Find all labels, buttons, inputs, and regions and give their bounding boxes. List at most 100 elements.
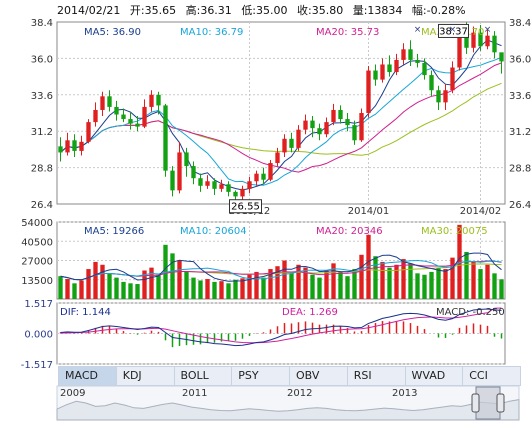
candle-body — [408, 49, 413, 60]
price-ma20-legend: MA20: 35.73 — [316, 27, 379, 38]
tab-cci[interactable]: CCI — [469, 369, 488, 382]
price-ma10-line — [60, 56, 502, 186]
candle-body — [331, 109, 336, 123]
price-y-tick-right: 26.4 — [509, 200, 531, 211]
price-y-tick-left: 31.2 — [31, 127, 53, 138]
volume-bar — [107, 273, 112, 299]
overview-year-label: 2012 — [287, 388, 312, 399]
candle-body — [100, 96, 105, 110]
candle-body — [114, 106, 119, 115]
candle-body — [128, 119, 133, 124]
quote-header: 2014/02/21 开:35.65 高:36.31 低:35.00 收:35.… — [57, 2, 472, 18]
overview-selection — [475, 386, 501, 420]
candle-body — [366, 70, 371, 113]
volume-bar — [79, 280, 84, 299]
volume-bar — [72, 283, 77, 299]
candle-body — [478, 32, 483, 47]
high-price-label: 38.37 — [439, 26, 468, 37]
overview-year-label: 2011 — [182, 388, 207, 399]
overview-year-label: 2009 — [60, 388, 85, 399]
candle-body — [289, 138, 294, 148]
volume-bar — [408, 263, 413, 299]
event-marker-icon: × — [449, 25, 457, 35]
tab-boll[interactable]: BOLL — [175, 367, 233, 385]
candle-body — [135, 123, 140, 127]
volume-bar — [331, 263, 336, 299]
macd-y-tick: 0.000 — [24, 330, 53, 341]
candle-body — [191, 166, 196, 179]
candle-body — [443, 90, 448, 103]
price-y-tick-right: 36.0 — [509, 54, 531, 65]
volume-bar — [492, 273, 497, 299]
price-ma5-line — [60, 39, 502, 191]
tab-psy[interactable]: PSY — [232, 367, 290, 385]
overview-area — [56, 399, 520, 421]
tab-macd[interactable]: MACD — [59, 367, 117, 385]
volume-bar — [289, 273, 294, 299]
tab-obv[interactable]: OBV — [290, 367, 348, 385]
quote-open: 开:35.65 — [129, 4, 177, 17]
volume-bar — [240, 278, 245, 299]
macd-dea-legend: DEA: 1.269 — [282, 307, 338, 318]
tab-kdj[interactable]: KDJ — [117, 367, 175, 385]
candle-body — [219, 184, 224, 189]
price-panel-frame — [56, 21, 506, 205]
macd-dif-line — [60, 308, 502, 347]
volume-bar — [394, 264, 399, 299]
volume-ma20-legend: MA20: 20346 — [316, 226, 383, 237]
candle-body — [233, 191, 238, 197]
candle-body — [359, 113, 364, 141]
candle-body — [429, 75, 434, 91]
quote-high: 高:36.31 — [185, 4, 232, 17]
price-y-tick-left: 26.4 — [31, 200, 53, 211]
volume-bar — [114, 277, 119, 299]
price-y-tick-left: 28.8 — [31, 164, 53, 175]
macd-dif-legend: DIF: 1.144 — [60, 307, 111, 318]
volume-bar — [429, 271, 434, 299]
price-y-tick-right: 28.8 — [509, 164, 531, 175]
volume-bar — [366, 234, 371, 299]
candle-body — [254, 173, 259, 182]
quote-change: 幅:-0.28% — [411, 4, 466, 17]
candle-body — [121, 114, 126, 120]
volume-bar — [443, 269, 448, 299]
price-y-tick-right: 31.2 — [509, 127, 531, 138]
volume-bar — [499, 279, 504, 299]
price-y-tick-right: 38.4 — [509, 18, 531, 29]
volume-bar — [478, 269, 483, 299]
volume-bar — [156, 274, 161, 299]
volume-bar — [261, 277, 266, 299]
overview-year-label: 2013 — [392, 388, 417, 399]
candle-body — [394, 59, 399, 73]
price-y-tick-left: 38.4 — [31, 18, 53, 29]
candle-body — [163, 105, 168, 171]
price-ma10-legend: MA10: 36.79 — [180, 27, 243, 38]
volume-bar — [422, 274, 427, 299]
candle-body — [86, 122, 91, 142]
macd-value-legend: MACD: -0.250 — [436, 307, 505, 318]
volume-bar — [226, 283, 231, 299]
macd-y-tick: -1.517 — [21, 360, 53, 371]
candle-body — [380, 64, 385, 80]
volume-bar — [401, 259, 406, 299]
volume-bar — [254, 271, 259, 299]
volume-bar — [303, 267, 308, 299]
volume-bar — [184, 271, 189, 299]
volume-bar — [352, 269, 357, 299]
price-x-tick: 2014/02 — [460, 206, 502, 217]
candle-body — [93, 109, 98, 123]
candle-body — [65, 140, 70, 153]
volume-bar — [65, 279, 70, 299]
overview-left-handle — [471, 393, 480, 413]
volume-bar — [247, 274, 252, 299]
candle-body — [226, 184, 231, 192]
tab-rsi[interactable]: RSI — [348, 367, 406, 385]
tab-wvad[interactable]: WVAD — [406, 367, 464, 385]
volume-bar — [317, 277, 322, 299]
price-x-tick: 2014/01 — [348, 206, 390, 217]
volume-bar — [345, 276, 350, 299]
event-marker-icon: × — [414, 25, 422, 35]
candle-body — [212, 181, 217, 189]
candle-body — [436, 90, 441, 103]
volume-bar — [86, 269, 91, 299]
